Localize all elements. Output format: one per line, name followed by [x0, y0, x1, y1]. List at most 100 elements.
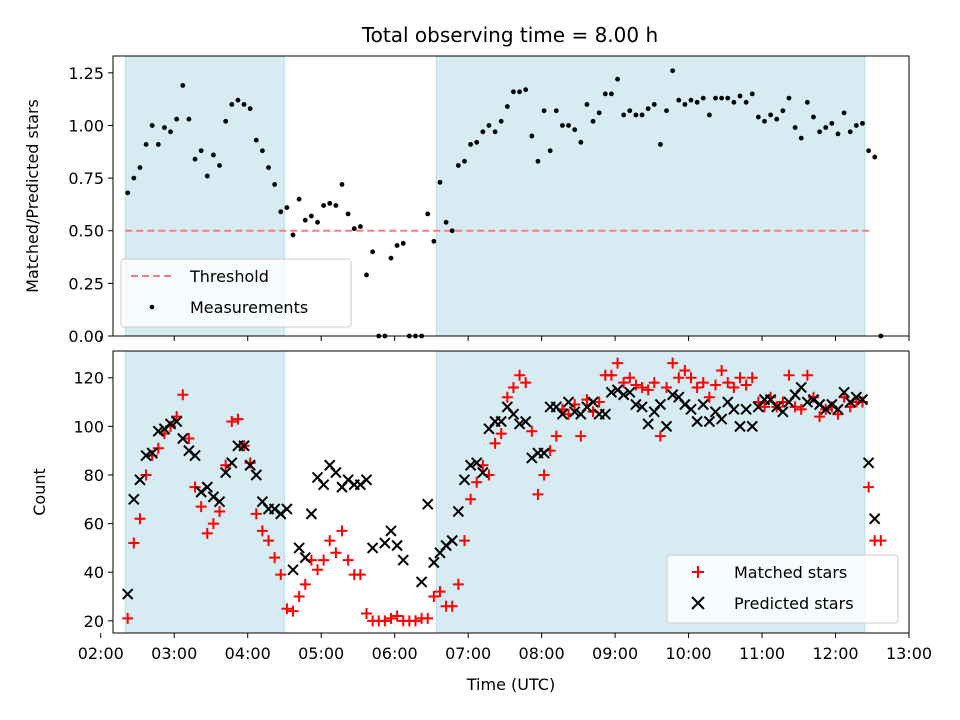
matched-star-marker: [654, 430, 666, 442]
matched-star-marker: [710, 379, 722, 391]
bottom-axes-frame: [112, 350, 910, 634]
measurement-point: [180, 83, 186, 88]
predicted-star-marker: [366, 542, 379, 554]
x-tick-label: 09:00: [592, 644, 638, 663]
matched-star-marker: [814, 411, 826, 423]
measurement-point: [762, 118, 767, 124]
measurement-point: [676, 97, 682, 103]
x-tick-label: 08:00: [519, 644, 565, 663]
matched-star-marker: [189, 481, 201, 493]
matched-star-marker: [250, 508, 262, 520]
measurement-point: [517, 89, 522, 95]
measurement-point: [492, 129, 498, 135]
x-tick-label: 12:00: [812, 644, 858, 663]
measurement-point: [364, 272, 369, 278]
predicted-star-marker: [446, 534, 458, 547]
predicted-star-marker: [703, 415, 716, 428]
predicted-star-marker: [636, 401, 648, 413]
predicted-star-marker: [452, 505, 465, 518]
x-tick-label: 03:00: [151, 644, 197, 663]
measurement-point: [315, 219, 320, 225]
predicted-star-marker: [189, 449, 201, 462]
predicted-star-marker: [728, 403, 740, 416]
predicted-star-marker: [630, 398, 642, 411]
measurement-point: [547, 148, 553, 154]
matched-star-marker: [783, 369, 795, 381]
predicted-star-marker: [838, 386, 850, 399]
predicted-star-marker: [777, 406, 789, 418]
x-tick-label: 13:00: [886, 644, 932, 663]
top-axes-frame: [112, 55, 910, 337]
measurement-point: [602, 91, 608, 97]
matched-star-marker: [128, 537, 140, 549]
matched-star-marker: [722, 377, 734, 389]
measurement-point: [670, 68, 676, 74]
predicted-star-marker: [397, 554, 409, 566]
measurement-point: [835, 131, 841, 137]
measurement-point: [694, 99, 700, 105]
matched-star-marker: [409, 615, 421, 627]
top-y-tick-label: 0.25: [68, 274, 104, 293]
chart-title: Total observing time = 8.00 h: [361, 23, 658, 47]
measurement-point: [192, 156, 198, 162]
matched-star-marker: [379, 615, 391, 627]
measurement-point: [474, 139, 480, 145]
measurement-point: [823, 125, 829, 130]
measurement-point: [725, 95, 731, 101]
matched-star-marker: [795, 403, 807, 415]
predicted-star-marker: [415, 576, 428, 588]
predicted-star-marker: [685, 403, 697, 416]
predicted-star-marker: [177, 432, 189, 445]
measurement-point: [590, 118, 596, 124]
predicted-star-marker: [152, 425, 165, 437]
measurement-point: [731, 99, 737, 105]
matched-star-marker: [789, 401, 801, 413]
measurement-point: [658, 142, 663, 147]
bottom-y-tick-label: 40: [84, 563, 104, 582]
predicted-star-marker: [666, 389, 679, 401]
measurement-point: [278, 209, 284, 215]
top-y-tick-label: 0.75: [68, 169, 104, 188]
top-legend-box: [120, 258, 352, 328]
matched-star-marker: [673, 372, 685, 384]
matched-star-marker: [256, 525, 268, 537]
predicted-star-marker: [250, 469, 262, 481]
measurement-point: [125, 190, 131, 196]
measurements-series: [125, 68, 884, 339]
matched-star-marker: [514, 369, 526, 381]
matched-star-marker: [354, 569, 366, 581]
matched-star-marker: [434, 586, 446, 598]
matched-star-marker: [263, 535, 275, 547]
measurement-point: [462, 158, 467, 164]
measurement-point: [737, 93, 743, 99]
bottom-y-tick-label: 20: [84, 612, 104, 631]
matched-star-marker: [630, 379, 642, 391]
measurement-point: [804, 99, 810, 105]
measurement-point: [149, 123, 155, 128]
predicted-star-marker: [422, 498, 434, 510]
legend-measurements-swatch: [149, 304, 155, 310]
predicted-star-marker: [587, 396, 599, 408]
predicted-star-marker: [538, 447, 550, 459]
measurement-point: [578, 139, 584, 145]
legend-measurements-label: Measurements: [190, 298, 308, 317]
predicted-star-marker: [568, 406, 581, 418]
measurement-point: [504, 104, 510, 109]
measurement-point: [755, 114, 761, 120]
predicted-stars-series: [121, 381, 881, 600]
measurement-point: [155, 142, 161, 147]
measurement-point: [847, 129, 853, 135]
bottom-legend: Matched stars Predicted stars: [666, 554, 899, 624]
matched-star-marker: [281, 603, 293, 615]
predicted-star-marker: [244, 459, 256, 471]
predicted-star-marker: [140, 449, 152, 462]
measurement-point: [351, 226, 357, 232]
measurement-point: [713, 95, 718, 101]
measurement-point: [651, 102, 657, 107]
matched-star-marker: [526, 425, 538, 437]
legend-matched-swatch: [692, 566, 704, 578]
matched-star-marker: [385, 612, 397, 624]
measurement-point: [498, 118, 504, 124]
predicted-star-marker: [201, 481, 214, 493]
measurement-point: [223, 118, 229, 124]
